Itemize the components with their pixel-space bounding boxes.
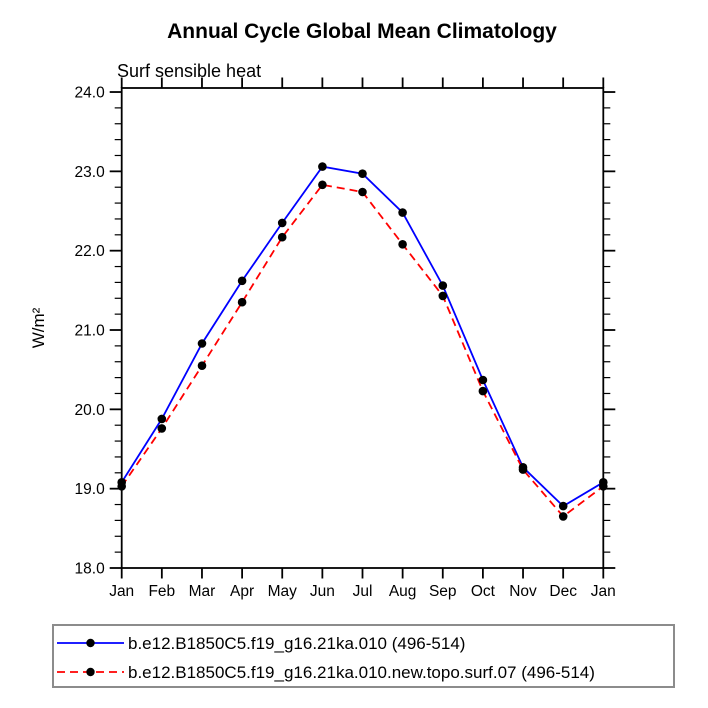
x-tick-label: Oct bbox=[471, 583, 496, 600]
x-tick-label: Sep bbox=[429, 583, 457, 600]
legend-label-2: b.e12.B1850C5.f19_g16.21ka.010.new.topo.… bbox=[128, 663, 595, 682]
legend-entry-1: b.e12.B1850C5.f19_g16.21ka.010 (496-514) bbox=[57, 634, 465, 653]
data-point-series1-Oct bbox=[478, 375, 488, 385]
y-tick-label: 23.0 bbox=[75, 164, 106, 181]
data-point-series2-Jan bbox=[599, 482, 608, 491]
chart-subtitle: Surf sensible heat bbox=[117, 61, 261, 81]
x-tick-label: Feb bbox=[148, 583, 175, 600]
y-tick-label: 22.0 bbox=[75, 243, 106, 260]
chart-title: Annual Cycle Global Mean Climatology bbox=[167, 20, 557, 43]
y-tick-label: 19.0 bbox=[75, 481, 106, 498]
series-line-2 bbox=[120, 183, 604, 518]
series-layer bbox=[117, 162, 608, 521]
data-point-series1-Jul bbox=[358, 169, 367, 178]
legend-entry-2: b.e12.B1850C5.f19_g16.21ka.010.new.topo.… bbox=[57, 663, 595, 682]
x-tick-label: May bbox=[268, 583, 298, 600]
y-tick-label: 21.0 bbox=[75, 323, 106, 340]
x-tick-label: Mar bbox=[189, 583, 216, 600]
data-point-series2-Jan bbox=[117, 482, 126, 491]
legend: b.e12.B1850C5.f19_g16.21ka.010 (496-514)… bbox=[52, 624, 675, 688]
plot-frame bbox=[120, 87, 605, 569]
data-point-series2-Dec bbox=[558, 512, 568, 521]
y-tick-label: 24.0 bbox=[75, 85, 106, 102]
data-point-series1-Aug bbox=[398, 208, 407, 217]
y-tick-label: 18.0 bbox=[75, 561, 106, 578]
data-point-series2-Aug bbox=[398, 240, 407, 249]
data-point-series2-May bbox=[277, 232, 287, 242]
legend-marker-icon bbox=[86, 667, 95, 677]
data-point-series2-Apr bbox=[237, 297, 247, 307]
data-point-series1-Jun bbox=[318, 162, 327, 171]
data-point-series1-Dec bbox=[558, 501, 568, 511]
y-axis-label: W/m² bbox=[29, 307, 48, 348]
data-point-series1-Sep bbox=[438, 281, 448, 290]
series-line-1 bbox=[120, 165, 604, 508]
x-tick-label: Jan bbox=[591, 583, 616, 600]
data-point-series2-Nov bbox=[518, 465, 528, 474]
y-tick-label: 20.0 bbox=[75, 402, 106, 419]
x-tick-label: Jun bbox=[310, 583, 335, 600]
data-point-series2-Sep bbox=[438, 291, 448, 301]
legend-marker-icon bbox=[86, 638, 95, 648]
data-point-series1-Feb bbox=[157, 414, 167, 424]
data-point-series1-May bbox=[277, 218, 287, 228]
x-tick-label: Jan bbox=[109, 583, 134, 600]
data-point-series2-Oct bbox=[478, 386, 488, 396]
data-point-series2-Jul bbox=[358, 187, 367, 197]
x-tick-label: Jul bbox=[353, 583, 373, 600]
data-point-series2-Feb bbox=[157, 424, 167, 433]
data-point-series2-Jun bbox=[318, 180, 327, 190]
axes: 18.0 19.0 20.0 21.0 22.0 23.0 24.0 Jan Feb Mar Apr… bbox=[75, 77, 616, 600]
x-tick-label: Dec bbox=[549, 583, 577, 600]
legend-label-1: b.e12.B1850C5.f19_g16.21ka.010 (496-514) bbox=[128, 634, 465, 653]
data-point-series2-Mar bbox=[197, 361, 207, 371]
x-tick-label: Aug bbox=[389, 583, 417, 600]
data-point-series1-Apr bbox=[237, 276, 247, 286]
data-point-series1-Mar bbox=[197, 339, 207, 348]
x-tick-label: Nov bbox=[509, 583, 537, 600]
legend-box bbox=[52, 624, 675, 688]
x-tick-label: Apr bbox=[230, 583, 254, 600]
